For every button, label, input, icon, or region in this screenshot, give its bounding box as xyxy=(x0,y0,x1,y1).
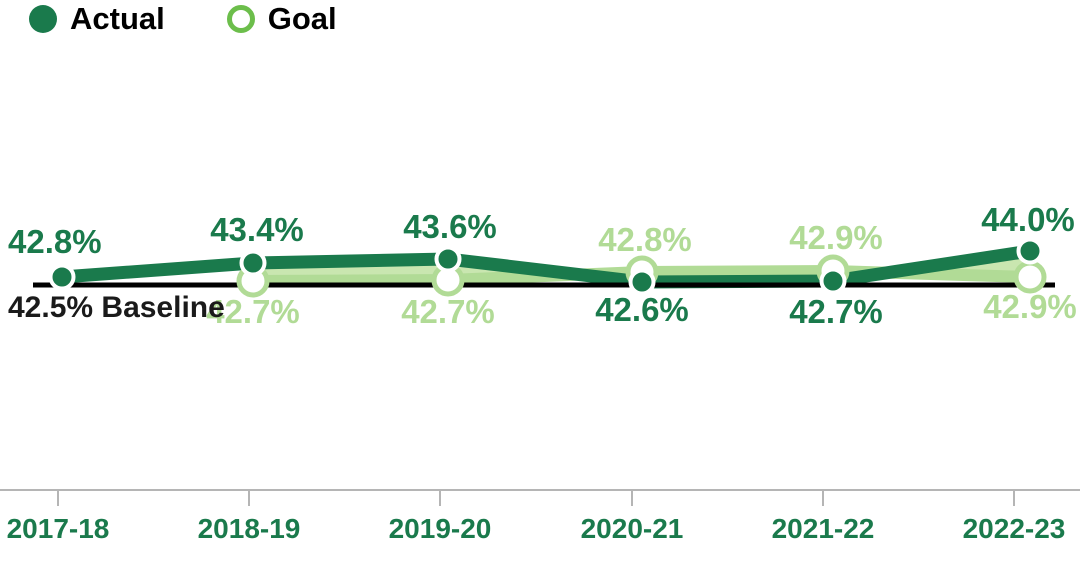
actual-value-label-2021-22: 42.7% xyxy=(789,293,883,330)
actual-line xyxy=(61,244,1031,289)
actual-value-label-2018-19: 43.4% xyxy=(210,211,304,248)
legend-goal-label: Goal xyxy=(267,1,337,36)
actual-value-label-2017-18: 42.8% xyxy=(8,223,102,260)
actual-point-2019-20 xyxy=(434,245,462,273)
goal-value-label-2022-23: 42.9% xyxy=(983,288,1077,325)
x-axis-label-2019-20: 2019-20 xyxy=(389,513,492,544)
x-axis-label-2017-18: 2017-18 xyxy=(7,513,110,544)
goal-point-2022-23 xyxy=(1013,260,1047,294)
goal-value-label-2019-20: 42.7% xyxy=(401,293,495,330)
actual-point-2018-19 xyxy=(239,249,267,277)
actual-value-label-2022-23: 44.0% xyxy=(981,201,1075,238)
actual-point-2017-18 xyxy=(48,263,76,291)
x-axis-label-2020-21: 2020-21 xyxy=(581,513,684,544)
legend-item-goal: Goal xyxy=(226,1,337,36)
actual-point-2020-21 xyxy=(628,268,656,296)
goal-value-label-2020-21: 42.8% xyxy=(598,221,692,258)
actual-value-label-2020-21: 42.6% xyxy=(595,291,689,328)
legend-item-actual: Actual xyxy=(29,3,165,34)
x-axis-label-2021-22: 2021-22 xyxy=(772,513,875,544)
goal-ring-icon xyxy=(226,4,255,33)
chart-legend: Actual Goal xyxy=(29,3,337,34)
goal-value-label-2018-19: 42.7% xyxy=(206,293,300,330)
x-axis-label-2018-19: 2018-19 xyxy=(198,513,301,544)
x-axis-label-2022-23: 2022-23 xyxy=(963,513,1066,544)
actual-dot-icon xyxy=(29,4,57,33)
legend-actual-label: Actual xyxy=(70,1,165,36)
baseline-label: 42.5% Baseline xyxy=(8,291,225,324)
actual-value-label-2019-20: 43.6% xyxy=(403,208,497,245)
actual-point-2022-23 xyxy=(1016,237,1044,265)
goal-value-label-2021-22: 42.9% xyxy=(789,219,883,256)
actual-point-2021-22 xyxy=(819,267,847,295)
